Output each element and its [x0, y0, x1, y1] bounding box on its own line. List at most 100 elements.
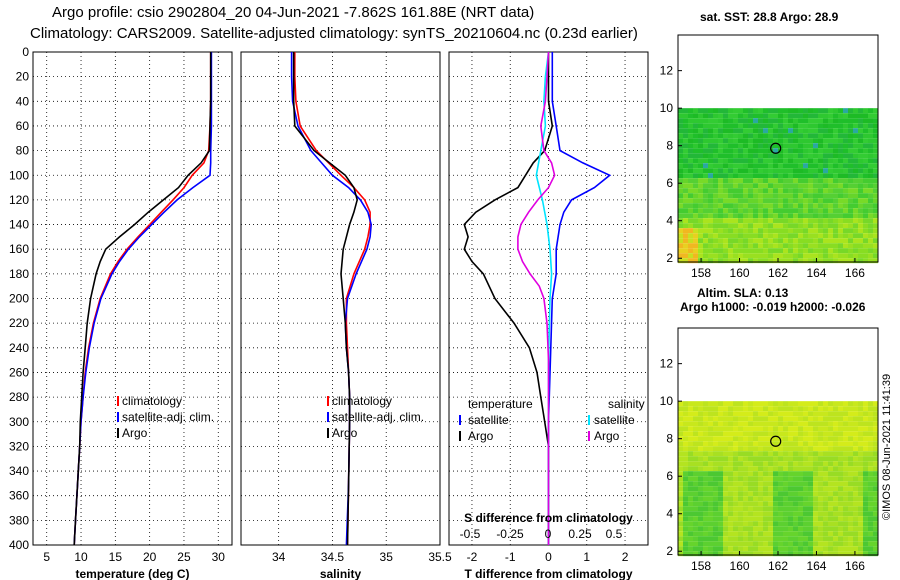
map-cell	[818, 551, 823, 557]
map-cell	[763, 536, 768, 542]
map-cell	[768, 213, 773, 219]
map-cell	[783, 436, 788, 442]
map-cell	[778, 238, 783, 244]
map-cell	[688, 546, 693, 552]
map-cell	[768, 188, 773, 194]
map-cell	[703, 213, 708, 219]
map-cell	[783, 526, 788, 532]
map-cell	[778, 506, 783, 512]
map-cell	[733, 481, 738, 487]
map-cell	[738, 243, 743, 249]
map-cell	[743, 253, 748, 259]
map-cell	[843, 451, 848, 457]
map-cell	[828, 486, 833, 492]
map-cell	[838, 123, 843, 129]
map-cell	[818, 188, 823, 194]
map-cell	[843, 248, 848, 254]
map-cell	[863, 466, 868, 472]
map-cell	[853, 163, 858, 169]
map-cell	[688, 551, 693, 557]
map-cell	[843, 223, 848, 229]
map-cell	[778, 531, 783, 537]
map-cell	[778, 168, 783, 174]
map-cell	[753, 496, 758, 502]
map-cell	[733, 411, 738, 417]
map-lat-label: 10	[660, 101, 674, 115]
map-cell	[748, 521, 753, 527]
map-cell	[708, 108, 713, 114]
map-cell	[798, 208, 803, 214]
map-cell	[873, 416, 878, 422]
map-cell	[823, 406, 828, 412]
map-cell	[783, 118, 788, 124]
map-cell	[753, 208, 758, 214]
map-cell	[843, 193, 848, 199]
map-cell	[758, 501, 763, 507]
map-cell	[753, 456, 758, 462]
map-cell	[723, 203, 728, 209]
map-cell	[833, 461, 838, 467]
map-cell	[733, 188, 738, 194]
map-cell	[728, 248, 733, 254]
map-cell	[733, 491, 738, 497]
map-cell	[693, 133, 698, 139]
map-cell	[873, 193, 878, 199]
map-cell	[803, 233, 808, 239]
map-cell	[688, 238, 693, 244]
map-cell	[858, 143, 863, 149]
map-cell	[868, 113, 873, 119]
map-cell	[783, 113, 788, 119]
map-cell	[788, 421, 793, 427]
map-cell	[843, 466, 848, 472]
map-cell	[733, 546, 738, 552]
map-cell	[853, 258, 858, 264]
map-cell	[843, 178, 848, 184]
map-cell	[753, 238, 758, 244]
map-cell	[773, 436, 778, 442]
map-cell	[838, 471, 843, 477]
map-cell	[808, 536, 813, 542]
map-cell	[743, 163, 748, 169]
map-cell	[843, 138, 848, 144]
map-cell	[688, 153, 693, 159]
map-lat-label: 8	[666, 432, 673, 446]
map-cell	[848, 123, 853, 129]
map-cell	[803, 203, 808, 209]
map-cell	[753, 416, 758, 422]
map-cell	[818, 481, 823, 487]
map-cell	[723, 491, 728, 497]
map-cell	[698, 501, 703, 507]
map-cell	[863, 421, 868, 427]
map-cell	[713, 496, 718, 502]
map-cell	[773, 138, 778, 144]
map-cell	[743, 541, 748, 547]
map-cell	[828, 481, 833, 487]
map-cell	[703, 198, 708, 204]
map-cell	[713, 248, 718, 254]
map-cell	[713, 123, 718, 129]
map-cell	[708, 401, 713, 407]
map-cell	[748, 173, 753, 179]
map-cell	[713, 178, 718, 184]
map-cell	[863, 193, 868, 199]
map-cell	[693, 511, 698, 517]
map-cell	[743, 183, 748, 189]
map-cell	[813, 113, 818, 119]
map-cell	[848, 228, 853, 234]
map-cell	[758, 253, 763, 259]
map-cell	[718, 461, 723, 467]
map-cell	[708, 113, 713, 119]
map-cell	[843, 411, 848, 417]
map-cell	[698, 223, 703, 229]
map-cell	[798, 431, 803, 437]
map-cell	[813, 521, 818, 527]
y-tick-label: 240	[9, 341, 29, 355]
map-cell	[683, 546, 688, 552]
map-cell	[833, 501, 838, 507]
map-cell	[783, 461, 788, 467]
map-cell	[813, 546, 818, 552]
map-cell	[683, 541, 688, 547]
map-cell	[693, 163, 698, 169]
map-cell	[753, 233, 758, 239]
map-cell	[768, 168, 773, 174]
